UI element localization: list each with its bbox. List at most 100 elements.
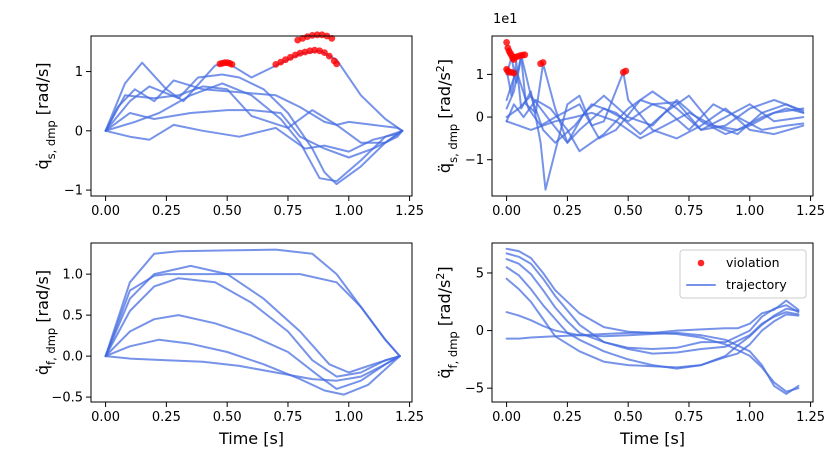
y-tick-label: 1	[476, 68, 484, 83]
trajectory-line	[104, 79, 404, 132]
violation-point	[539, 59, 547, 66]
y-axis-label-unit: [rad/s	[435, 280, 454, 332]
x-tick-label: 1.25	[796, 410, 825, 425]
x-tick-label: 1.25	[796, 204, 825, 219]
violation-point	[321, 49, 328, 56]
trajectory-line	[104, 73, 404, 186]
violation-point	[521, 51, 529, 59]
trajectory-line	[505, 54, 805, 144]
trajectory-line	[505, 266, 800, 370]
y-axis-label-symbol: q̈	[435, 368, 454, 378]
x-tick-label: 1.00	[735, 204, 764, 219]
x-tick-label: 1.00	[735, 410, 764, 425]
x-tick-label: 0.50	[213, 204, 242, 219]
y-tick-label: −1	[465, 153, 484, 168]
y-axis-label-superscript: 2	[434, 273, 447, 280]
y-tick-label: 0	[75, 124, 83, 139]
y-axis-label-subscript: f, dmp	[44, 328, 58, 365]
y-axis-label-tail: ]	[435, 59, 454, 65]
x-tick-label: 0.00	[91, 204, 120, 219]
x-tick-label: 0.25	[152, 204, 181, 219]
violation-point	[328, 35, 336, 42]
y-axis-label-subscript: s, dmp	[44, 120, 58, 159]
y-axis-label: q̈s, dmp [rad/s2]	[434, 59, 461, 173]
trajectory-line	[505, 94, 805, 144]
y-axis-label-unit: [rad/s]	[33, 270, 52, 328]
violation-point	[333, 60, 340, 68]
trajectory-line	[104, 82, 404, 183]
trajectory-line	[104, 85, 404, 144]
y-axis-multiplier: 1e1	[493, 12, 518, 27]
legend: violation trajectory	[679, 249, 807, 299]
trajectory-line	[505, 60, 805, 191]
y-axis-label-unit: [rad/s]	[33, 62, 52, 120]
trajectory-line	[505, 252, 800, 350]
x-tick-label: 0.75	[675, 410, 704, 425]
y-axis-label-symbol: q̇	[33, 159, 52, 169]
x-axis-label: Time [s]	[619, 429, 685, 448]
violation-point	[325, 52, 333, 60]
x-tick-label: 0.50	[213, 410, 242, 425]
x-tick-label: 0.50	[614, 410, 643, 425]
panel-top-right: 0.00 0.25 0.50 0.75 1.00 1.25 −1 0 1 q̈s, dmp [ra…	[434, 35, 825, 219]
x-tick-label: 1.00	[334, 410, 363, 425]
trajectory-line	[104, 273, 401, 358]
plot-area	[104, 49, 404, 186]
x-tick-label: 0.25	[152, 410, 181, 425]
trajectory-line	[505, 69, 805, 140]
trajectory-line	[104, 123, 404, 153]
x-tick-label: 1.25	[395, 410, 424, 425]
y-axis-label-superscript: 2	[434, 65, 447, 72]
violation-point	[622, 67, 630, 75]
y-tick-label: 0.5	[62, 309, 83, 324]
trajectory-line	[505, 331, 800, 393]
x-tick-label: 0.25	[553, 204, 582, 219]
trajectory-line	[104, 264, 401, 374]
y-tick-label: 0	[476, 111, 484, 126]
y-tick-label: −5	[465, 382, 484, 397]
legend-violation-label: violation	[726, 255, 780, 270]
trajectory-line	[505, 247, 800, 334]
trajectory-line	[505, 277, 800, 369]
x-tick-label: 0.00	[91, 410, 120, 425]
y-axis-label-symbol: q̈	[435, 163, 454, 173]
legend-trajectory-label: trajectory	[726, 277, 787, 292]
y-tick-label: 5	[476, 266, 484, 281]
plot-area	[505, 247, 800, 395]
x-tick-label: 0.00	[492, 204, 521, 219]
violation-point	[510, 69, 518, 77]
panel-bottom-right: 0.00 0.25 0.50 0.75 1.00 1.25 −5 0 5 q̈f, dmp [ra…	[434, 242, 825, 448]
y-axis-label-subscript: s, dmp	[446, 124, 460, 163]
y-axis-label-subscript: f, dmp	[446, 331, 460, 368]
plot-area	[505, 54, 805, 191]
y-tick-label: 0.0	[62, 350, 83, 365]
y-axis-label-symbol: q̇	[33, 365, 52, 375]
y-axis-label: q̈f, dmp [rad/s2]	[434, 266, 461, 378]
axes-frame	[491, 242, 814, 403]
trajectory-line	[104, 355, 401, 382]
axes-frame	[90, 35, 413, 197]
y-axis-label: q̇f, dmp [rad/s]	[33, 270, 58, 375]
violation-point	[503, 39, 510, 46]
x-tick-label: 1.25	[395, 204, 424, 219]
violation-point	[228, 61, 236, 68]
trajectory-line	[104, 49, 404, 132]
y-axis-label: q̇s, dmp [rad/s]	[33, 62, 58, 169]
y-tick-label: 1	[75, 65, 83, 80]
x-tick-label: 0.75	[274, 204, 303, 219]
panel-bottom-left: 0.00 0.25 0.50 0.75 1.00 1.25 −0.5 0.0 0.5 1.0 q̇f…	[33, 242, 424, 448]
trajectory-line	[104, 277, 401, 378]
x-tick-label: 1.00	[334, 204, 363, 219]
legend-violation-marker	[697, 259, 705, 267]
panel-top-left: 0.00 0.25 0.50 0.75 1.00 1.25 −1 0 1 q̇s, dmp [ra…	[33, 31, 424, 219]
y-tick-label: 1.0	[62, 268, 83, 283]
x-tick-label: 0.50	[614, 204, 643, 219]
x-tick-label: 0.75	[274, 410, 303, 425]
axes-frame	[90, 242, 413, 403]
plot-area	[104, 248, 401, 396]
x-tick-label: 0.00	[492, 410, 521, 425]
y-tick-label: −0.5	[51, 391, 83, 406]
x-axis-label: Time [s]	[218, 429, 284, 448]
y-axis-label-tail: ]	[435, 266, 454, 272]
